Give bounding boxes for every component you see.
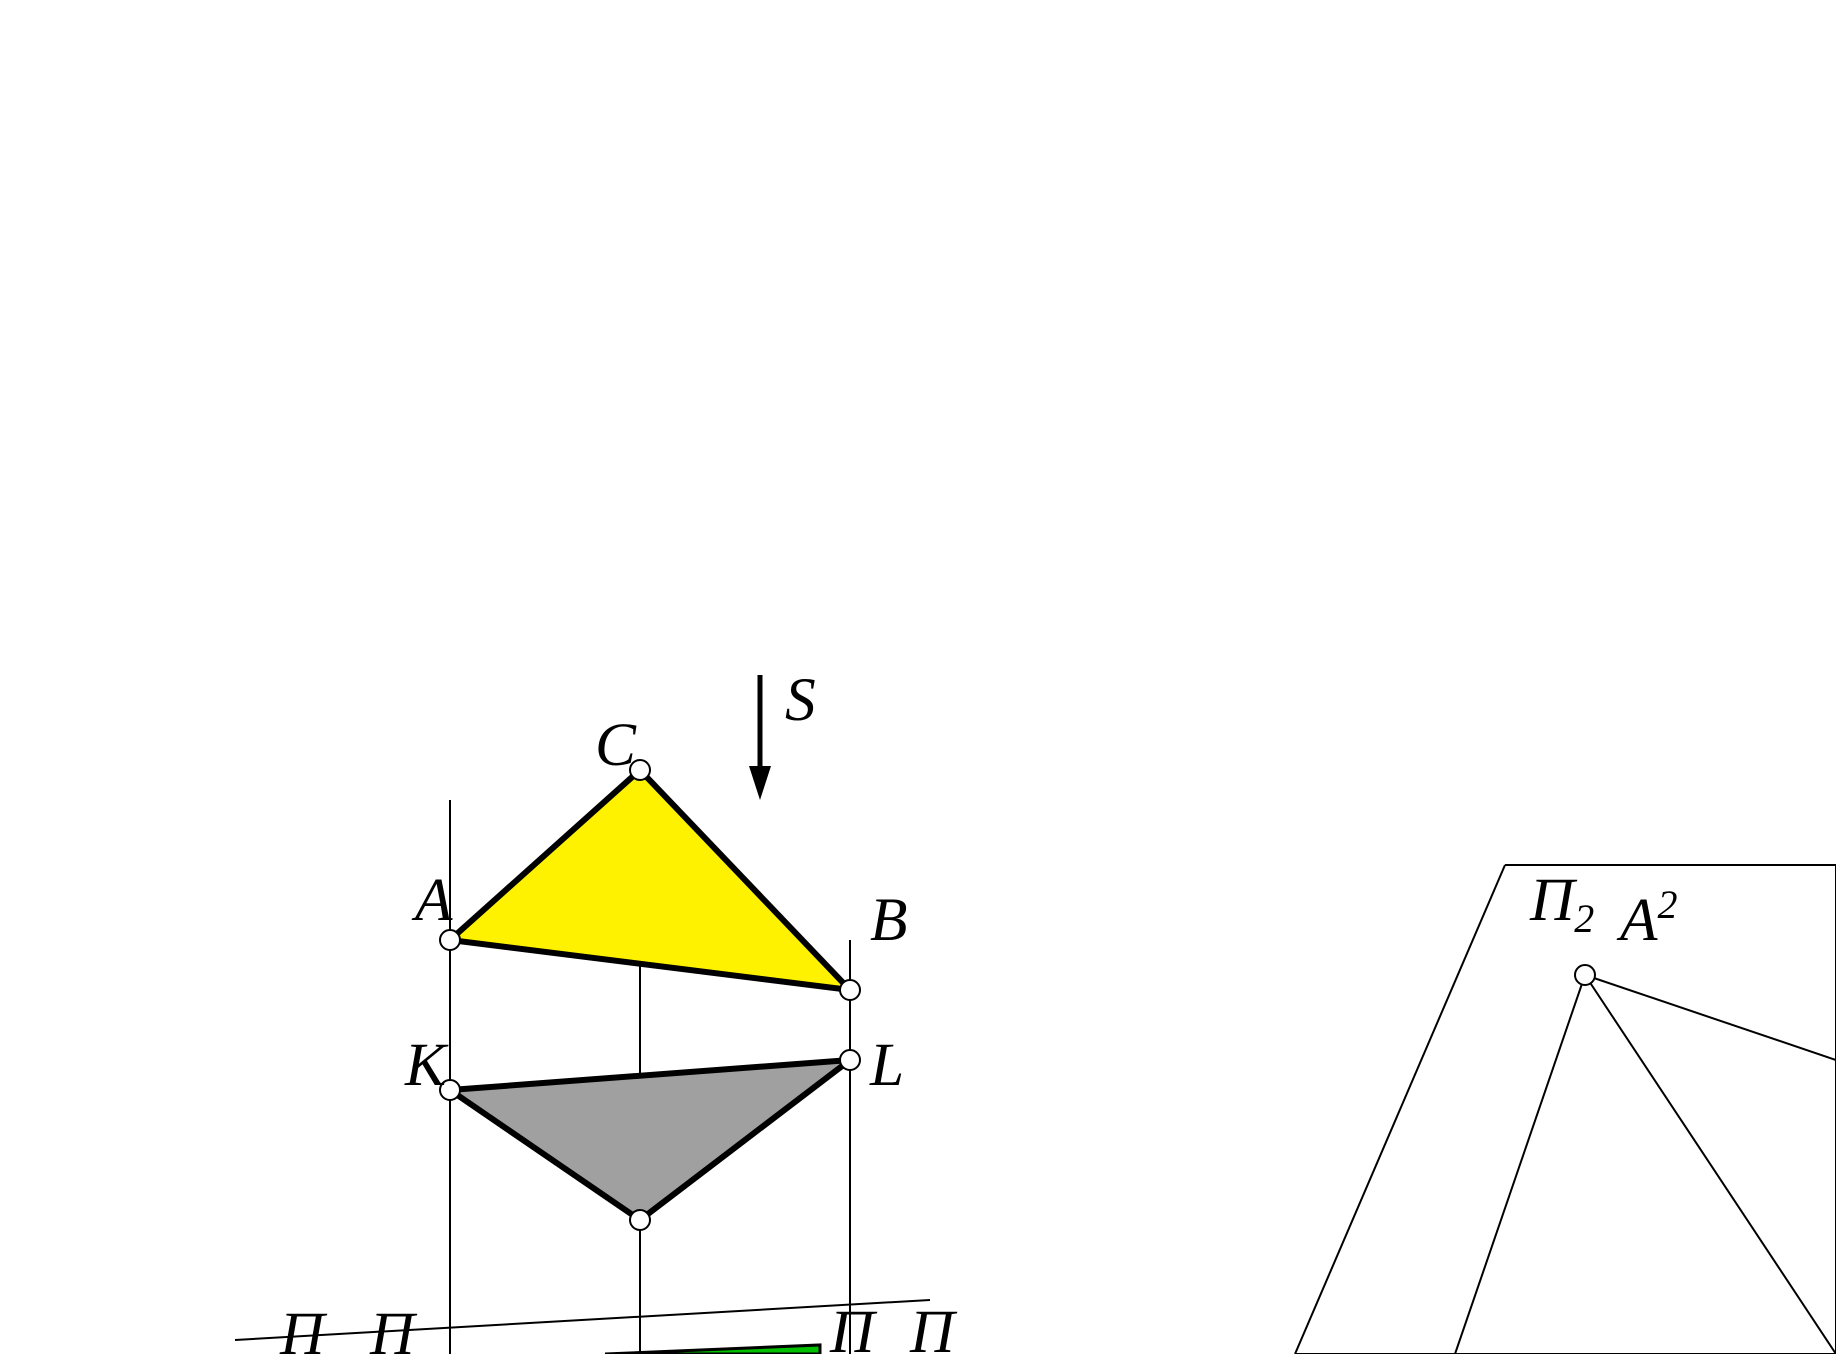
label-pi-r1: Π [829,1298,878,1354]
triangle-abc [450,770,850,990]
plane-edge-line [235,1300,930,1340]
node-m [630,1210,650,1230]
plane-pi2-outline [1295,865,1836,1354]
arrow-s-head [749,766,771,800]
triangle-projection-green [605,1345,820,1354]
label-a-sup2: A2 [1616,882,1677,954]
inner-line-1 [1455,975,1585,1354]
label-pi-l1: Π [279,1300,328,1354]
label-pi-r2: Π [909,1298,958,1354]
label-c: C [595,711,637,779]
label-b: B [870,886,907,954]
node-b [840,980,860,1000]
label-pi2: Π2 [1529,866,1594,941]
node-l [840,1050,860,1070]
label-pi-l2: Π [369,1300,418,1354]
inner-line-0 [1585,975,1836,1060]
label-a: A [411,866,453,934]
plane-pi2-left-edge [1295,865,1505,1354]
triangle-klm [450,1060,850,1220]
label-l: L [869,1031,904,1099]
label-s: S [785,666,816,734]
label-k: K [404,1031,449,1099]
diagram-canvas: SCABKLΠΠΠΠΠ2A2 [0,0,1836,1354]
node-a2 [1575,965,1595,985]
inner-line-2 [1585,975,1836,1354]
